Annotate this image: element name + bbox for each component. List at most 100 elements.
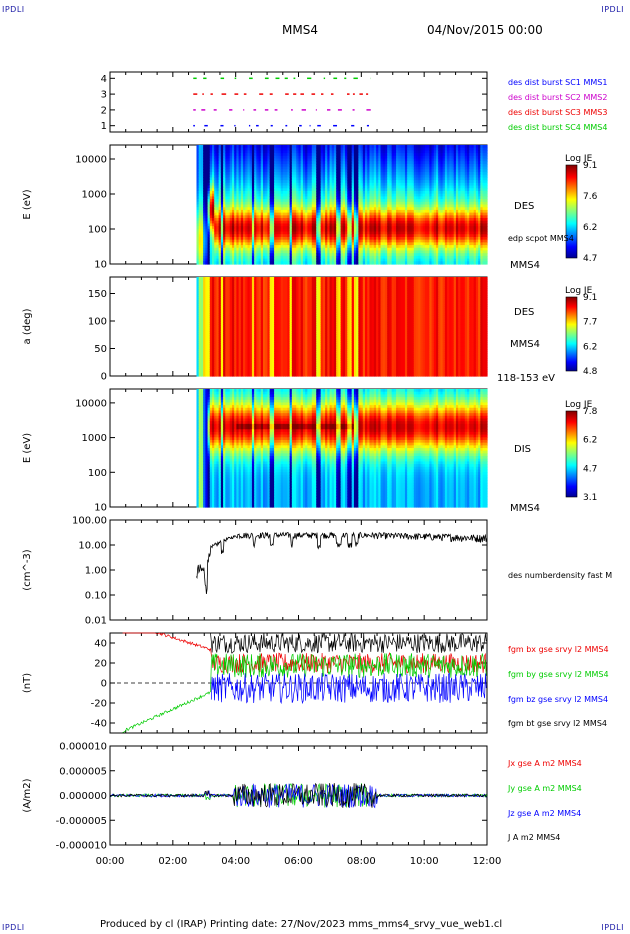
des-energy-spectrogram-cell	[249, 201, 253, 206]
des-energy-spectrogram-cell	[271, 180, 275, 184]
des-energy-spectrogram-cell	[231, 204, 235, 208]
des-energy-spectrogram-cell	[236, 239, 240, 243]
des-energy-spectrogram-cell	[216, 228, 220, 233]
des-energy-spectrogram-cell	[251, 231, 255, 235]
des-energy-spectrogram-cell	[258, 253, 262, 257]
des-energy-spectrogram-cell	[214, 255, 218, 260]
des-energy-spectrogram-cell	[214, 247, 218, 252]
des-energy-spectrogram-cell	[218, 199, 222, 203]
des-energy-spectrogram-cell	[256, 231, 260, 235]
des-energy-spectrogram-cell	[220, 177, 224, 181]
des-energy-spectrogram-cell	[243, 239, 246, 243]
des-energy-spectrogram-cell	[267, 158, 271, 162]
des-energy-spectrogram-cell	[247, 145, 251, 149]
des-energy-spectrogram-cell	[251, 180, 255, 184]
des-energy-spectrogram-cell	[256, 204, 260, 208]
des-energy-spectrogram-cell	[220, 255, 224, 260]
des-energy-spectrogram-cell	[214, 199, 218, 203]
des-energy-spectrogram-cell	[240, 188, 244, 192]
des-energy-spectrogram-cell	[209, 201, 213, 206]
des-energy-spectrogram-cell	[229, 153, 233, 157]
des-energy-spectrogram-cell	[243, 177, 246, 181]
des-energy-spectrogram-cell	[256, 163, 260, 168]
des-energy-spectrogram-cell	[254, 158, 257, 162]
des-energy-spectrogram-cell	[207, 245, 211, 249]
des-energy-spectrogram-cell	[207, 161, 211, 165]
des-energy-spectrogram-cell	[269, 204, 273, 208]
des-energy-spectrogram-cell	[218, 201, 222, 206]
des-energy-spectrogram-cell	[271, 209, 275, 214]
des-energy-spectrogram-cell	[254, 172, 257, 176]
des-energy-spectrogram-cell	[218, 188, 222, 192]
des-energy-spectrogram-cell	[260, 207, 264, 211]
des-energy-spectrogram-cell	[218, 190, 222, 195]
des-energy-spectrogram-cell	[223, 201, 226, 206]
des-energy-spectrogram-cell	[229, 261, 233, 265]
des-energy-spectrogram-cell	[245, 255, 249, 260]
des-energy-spectrogram-cell	[256, 188, 260, 192]
des-energy-spectrogram-cell	[209, 180, 213, 184]
des-energy-spectrogram-cell	[260, 147, 264, 152]
des-energy-spectrogram-cell	[225, 226, 229, 230]
des-energy-spectrogram-cell	[238, 199, 242, 203]
des-energy-spectrogram-cell	[265, 250, 269, 254]
des-energy-spectrogram-cell	[269, 155, 273, 160]
des-energy-spectrogram-cell	[256, 261, 260, 265]
des-energy-spectrogram-cell	[269, 174, 273, 179]
des-energy-spectrogram-cell	[216, 150, 220, 154]
des-energy-spectrogram-cell	[214, 231, 218, 235]
des-energy-spectrogram-cell	[263, 228, 266, 233]
des-energy-spectrogram-cell	[200, 215, 204, 219]
des-energy-spectrogram-cell	[225, 239, 229, 243]
des-energy-spectrogram-cell	[267, 215, 271, 219]
des-energy-spectrogram-cell	[200, 147, 204, 152]
des-energy-spectrogram-cell	[196, 172, 200, 176]
des-energy-spectrogram-cell	[238, 161, 242, 165]
des-energy-spectrogram-cell	[214, 245, 218, 249]
des-energy-spectrogram-cell	[231, 231, 235, 235]
des-energy-spectrogram-cell	[258, 169, 262, 173]
des-energy-spectrogram-cell	[214, 236, 218, 241]
des-energy-spectrogram-cell	[254, 193, 257, 197]
des-energy-spectrogram-cell	[214, 218, 218, 222]
des-energy-spectrogram-cell	[229, 163, 233, 168]
des-energy-spectrogram-cell	[200, 201, 204, 206]
des-energy-spectrogram-cell	[240, 180, 244, 184]
des-energy-spectrogram-cell	[223, 188, 226, 192]
des-energy-spectrogram-cell	[196, 212, 200, 216]
des-energy-spectrogram-cell	[225, 261, 229, 265]
des-energy-spectrogram-cell	[198, 190, 202, 195]
des-energy-spectrogram-cell	[212, 239, 215, 243]
des-energy-spectrogram-cell	[269, 163, 273, 168]
des-energy-spectrogram-cell	[243, 218, 246, 222]
des-energy-spectrogram-cell	[240, 261, 244, 265]
des-energy-spectrogram-cell	[214, 250, 218, 254]
des-energy-spectrogram-cell	[212, 250, 215, 254]
des-energy-spectrogram-cell	[214, 172, 218, 176]
des-energy-spectrogram-cell	[247, 247, 251, 252]
des-energy-spectrogram-cell	[245, 169, 249, 173]
des-energy-spectrogram-cell	[231, 150, 235, 154]
des-energy-spectrogram-cell	[240, 220, 244, 225]
des-energy-spectrogram-cell	[196, 201, 200, 206]
des-energy-spectrogram-cell	[229, 204, 233, 208]
des-energy-spectrogram-cell	[203, 212, 206, 216]
des-energy-spectrogram-cell	[223, 182, 226, 187]
des-energy-spectrogram-cell	[249, 161, 253, 165]
des-energy-spectrogram-cell	[227, 147, 231, 152]
des-energy-spectrogram-cell	[249, 223, 253, 227]
des-energy-spectrogram-cell	[258, 172, 262, 176]
des-energy-spectrogram-cell	[207, 236, 211, 241]
des-energy-spectrogram-cell	[247, 212, 251, 216]
des-energy-spectrogram-cell	[236, 150, 240, 154]
des-energy-spectrogram-cell	[196, 166, 200, 170]
des-energy-spectrogram-cell	[256, 185, 260, 189]
des-energy-spectrogram-cell	[254, 226, 257, 230]
des-energy-spectrogram-cell	[209, 177, 213, 181]
des-energy-spectrogram-cell	[251, 207, 255, 211]
des-energy-spectrogram-cell	[245, 234, 249, 238]
des-energy-spectrogram-cell	[249, 247, 253, 252]
des-energy-spectrogram-cell	[245, 220, 249, 225]
des-energy-spectrogram-cell	[196, 196, 200, 200]
des-energy-spectrogram-cell	[236, 193, 240, 197]
